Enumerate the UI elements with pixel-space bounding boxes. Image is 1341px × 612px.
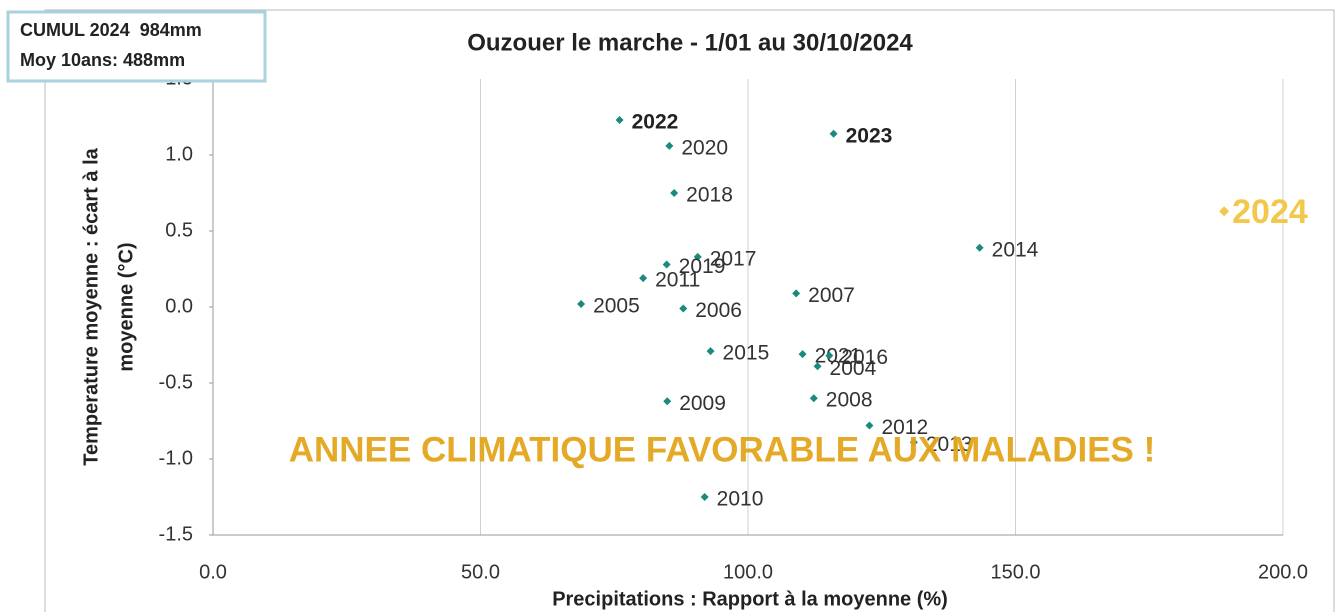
point-label: 2013 <box>926 433 973 456</box>
point-label: 2023 <box>846 124 893 147</box>
point-label: 2011 <box>655 269 700 292</box>
info-box <box>6 10 267 83</box>
point-label: 2012 <box>881 416 928 439</box>
point <box>829 129 838 138</box>
point-label: 2010 <box>717 488 764 511</box>
point <box>615 116 624 125</box>
y-tick-label: -1.5 <box>159 523 193 545</box>
point <box>679 304 688 313</box>
point-label: 2022 <box>632 111 679 134</box>
point-label: 2016 <box>841 346 888 369</box>
point <box>1219 206 1230 217</box>
x-tick-label: 100.0 <box>723 561 773 583</box>
annotation: ANNEE CLIMATIQUE FAVORABLE AUX MALADIES … <box>289 430 1156 469</box>
chart-title: Ouzouer le marche - 1/01 au 30/10/2024 <box>467 29 913 56</box>
point <box>825 351 834 360</box>
info-line: Moy 10ans: 488mm <box>20 50 185 70</box>
y-tick-label: 0.5 <box>165 219 193 241</box>
x-tick-label: 50.0 <box>461 561 500 583</box>
y-axis-label-line: Temperature moyenne : écart à la <box>80 147 102 465</box>
point-label: 2014 <box>992 238 1039 261</box>
point-label: 2009 <box>679 392 726 415</box>
x-axis-label: Precipitations : Rapport à la moyenne (%… <box>552 588 948 610</box>
point <box>792 289 801 298</box>
point <box>577 299 586 308</box>
y-tick-label: 0.0 <box>165 295 193 317</box>
point <box>798 350 807 359</box>
point-label: 2020 <box>681 136 728 159</box>
point <box>663 397 672 406</box>
point <box>909 438 918 447</box>
point-label: 2015 <box>723 342 770 365</box>
y-tick-label: 1.0 <box>165 143 193 165</box>
point-label: 2007 <box>808 284 855 307</box>
point-label: 2018 <box>686 184 733 207</box>
x-tick-label: 150.0 <box>990 561 1040 583</box>
point <box>813 362 822 371</box>
point-label: 2024 <box>1232 193 1308 231</box>
point-label: 2008 <box>826 389 873 412</box>
point <box>693 252 702 261</box>
point <box>809 394 818 403</box>
y-axis-label-line: moyenne (°C) <box>115 242 137 371</box>
point-label: 2017 <box>710 247 757 270</box>
x-tick-label: 200.0 <box>1258 561 1308 583</box>
point-label: 2004 <box>830 357 877 380</box>
point-label: 2006 <box>695 299 742 322</box>
y-tick-label: -0.5 <box>159 371 193 393</box>
y-axis-label: Temperature moyenne : écart à la moyenne… <box>80 147 137 465</box>
y-tick-label: -1.0 <box>159 447 193 469</box>
point <box>700 493 709 501</box>
point <box>975 243 984 252</box>
info-line: CUMUL 2024 984mm <box>20 20 202 40</box>
plot-area: 0.0 50.0 100.0 150.0 200.0 -1.5 -1.0 -0.5 0.0 0.5… <box>159 67 1309 583</box>
point-label: 2021 <box>815 345 862 368</box>
point-label: 2005 <box>593 295 640 318</box>
point-label: 2019 <box>679 255 726 278</box>
point <box>639 274 648 283</box>
chart-frame <box>44 9 1335 612</box>
point <box>706 347 715 356</box>
point <box>665 141 674 150</box>
point <box>865 421 874 430</box>
point <box>662 260 671 269</box>
x-tick-label: 0.0 <box>199 561 227 583</box>
point <box>670 189 679 197</box>
